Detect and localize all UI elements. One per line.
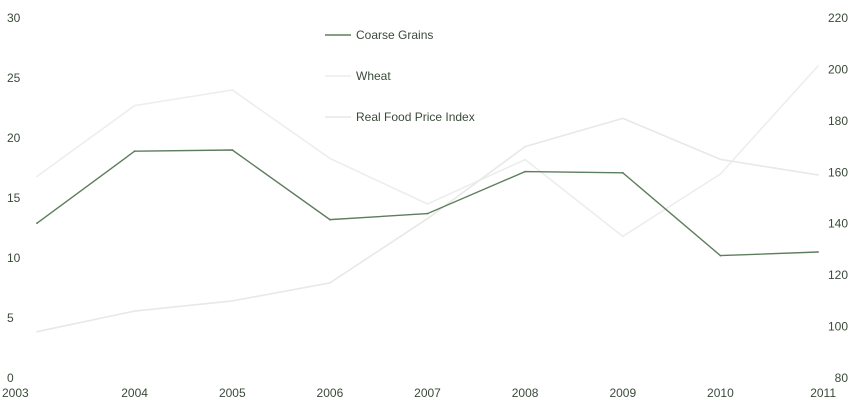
real-food-price-index-point [621,117,624,120]
right-tick-label: 220 [828,11,848,25]
left-tick-label: 20 [7,131,21,145]
coarse-grains-point [133,150,136,153]
real-food-price-index-point [133,310,136,312]
right-tick-label: 160 [828,165,848,179]
real-food-price-index-point [36,330,38,333]
left-tick-label: 30 [7,11,21,25]
x-tick-label: 2007 [414,386,441,400]
coarse-grains-point [426,212,429,215]
left-tick-label: 15 [7,191,21,205]
legend-label: Coarse Grains [356,28,433,42]
wheat-point [231,89,234,91]
legend-item-coarse-grains: Coarse Grains [325,28,433,42]
wheat-point [36,175,38,178]
wheat-point [133,104,136,107]
legend-label: Wheat [356,69,391,83]
left-tick-label: 0 [7,371,14,385]
right-tick-label: 120 [828,268,848,282]
coarse-grains-point [621,171,624,174]
right-tick-label: 200 [828,62,848,76]
x-tick-label: 2006 [317,386,344,400]
legend-item-wheat: Wheat [325,69,391,83]
right-axis: 80 100 120 140 160 180 200 220 [828,11,848,385]
x-tick-label: 2005 [219,386,246,400]
coarse-grains-point [524,170,526,173]
real-food-price-index-point [329,282,331,284]
real-food-price-index-point [426,217,429,220]
legend-item-real-food-price-index: Real Food Price Index [325,110,475,124]
left-tick-label: 10 [7,251,21,265]
x-tick-label: 2011 [810,386,836,400]
right-tick-label: 100 [828,320,848,334]
x-tick-label: 2008 [512,386,539,400]
x-tick-label: 2004 [121,386,148,400]
legend-label: Real Food Price Index [356,110,475,124]
x-tick-label: 2009 [609,386,636,400]
real-food-price-index-point [817,174,819,176]
right-tick-label: 140 [828,217,848,231]
wheat-point [719,173,722,175]
left-axis: 0 5 10 15 20 25 30 [7,11,21,385]
wheat-point [524,158,526,161]
series-layer [36,65,819,333]
wheat-point [621,235,624,238]
wheat-point [329,157,331,160]
coarse-grains-point [231,149,234,151]
legend: Coarse Grains Wheat Real Food Price Index [325,28,475,124]
wheat-point [817,65,819,67]
coarse-grains-line [36,149,819,257]
x-tick-label: 2003 [2,386,29,400]
coarse-grains-point [817,251,819,253]
left-tick-label: 5 [7,311,14,325]
right-tick-label: 180 [828,114,848,128]
wheat-point [426,203,429,205]
coarse-grains-point [719,254,722,257]
left-tick-label: 25 [7,71,21,85]
real-food-price-index-point [719,158,722,161]
right-tick-label: 80 [835,371,849,385]
real-food-price-index-point [231,300,234,302]
coarse-grains-point [329,218,331,221]
x-axis: 2003 2004 2005 2006 2007 2008 2009 2010 2011 [2,386,836,400]
coarse-grains-point [36,222,38,225]
real-food-price-index-point [524,145,526,148]
x-tick-label: 2010 [707,386,734,400]
